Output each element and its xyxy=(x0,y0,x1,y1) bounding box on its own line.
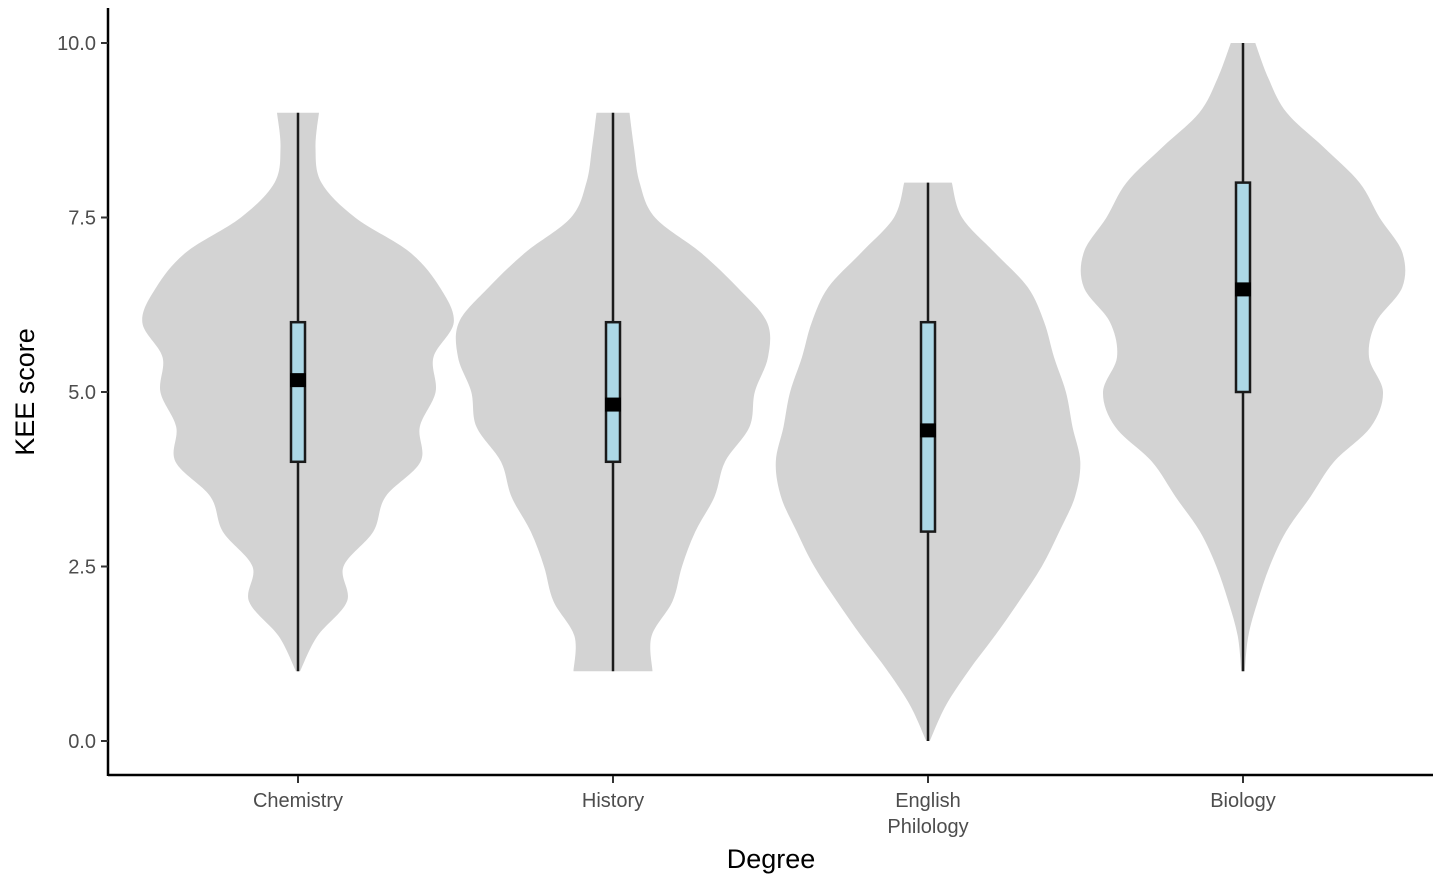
violins-layer xyxy=(142,43,1406,742)
y-tick-label: 2.5 xyxy=(68,557,96,579)
x-tick-label-history: History xyxy=(582,790,644,812)
boxplots-layer xyxy=(289,43,1252,741)
x-axis-title: Degree xyxy=(727,844,816,874)
y-tick-label: 7.5 xyxy=(68,208,96,230)
x-axis-ticks: Chemistry History English Philology Biology xyxy=(253,776,1276,838)
median-biology xyxy=(1235,282,1251,297)
median-chemistry xyxy=(290,373,306,388)
y-tick-label: 10.0 xyxy=(57,33,96,55)
x-tick-label-chemistry: Chemistry xyxy=(253,790,343,812)
y-tick-label: 0.0 xyxy=(68,731,96,753)
y-axis-ticks: 0.0 2.5 5.0 7.5 10.0 xyxy=(57,33,108,753)
y-axis-title: KEE score xyxy=(10,328,40,456)
median-english-philology xyxy=(920,423,936,438)
median-history xyxy=(605,397,621,412)
y-tick-label: 5.0 xyxy=(68,382,96,404)
x-tick-label-biology: Biology xyxy=(1210,790,1276,812)
x-tick-label-english-philology: English Philology xyxy=(887,790,968,838)
box-history xyxy=(604,320,622,464)
box-chemistry xyxy=(289,320,307,464)
